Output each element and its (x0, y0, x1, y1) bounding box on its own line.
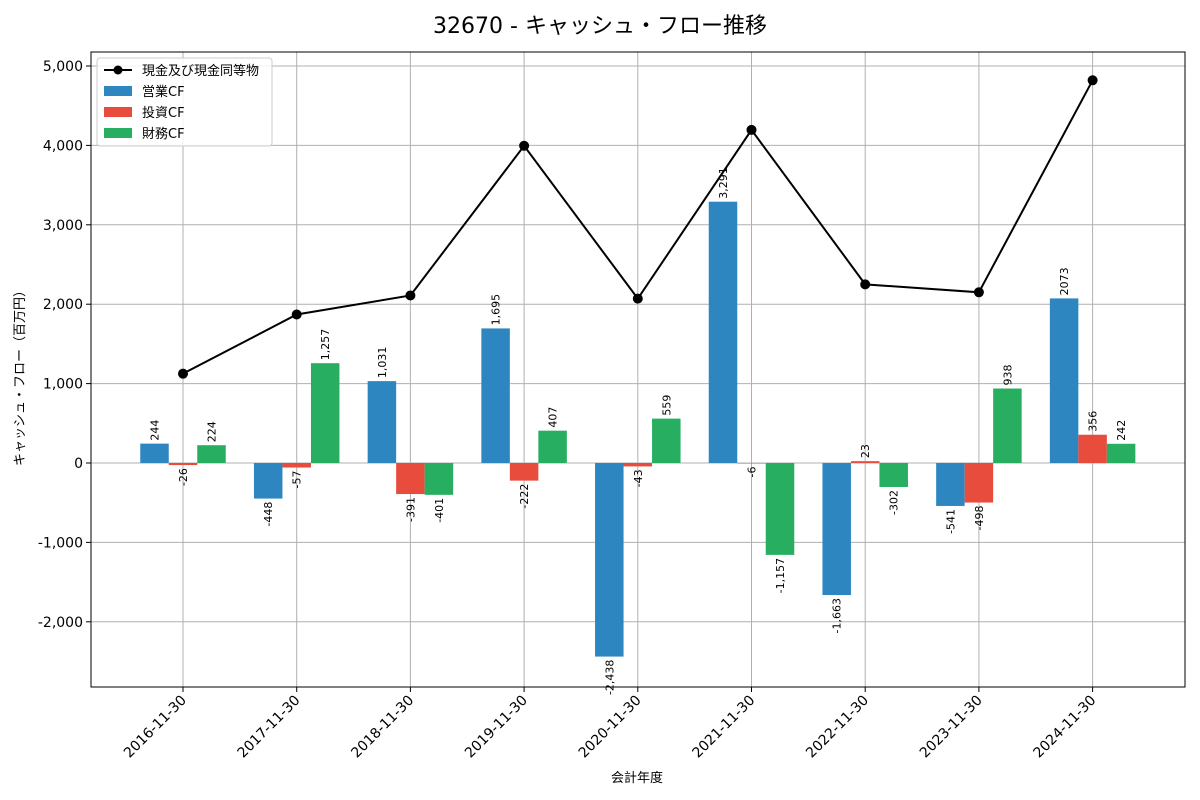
legend-bar-swatch (104, 128, 132, 138)
data-label: -1,157 (774, 558, 787, 593)
bar-財務CF (538, 430, 567, 463)
x-tick-label: 2017-11-30 (235, 693, 304, 762)
bar-財務CF (652, 418, 681, 463)
bar-財務CF (424, 463, 454, 495)
bar-投資CF (850, 461, 880, 463)
data-label: 407 (547, 407, 560, 428)
cash-line-point (973, 287, 984, 298)
cash-line-point (860, 279, 871, 290)
data-label: 244 (149, 420, 162, 441)
bar-投資CF (168, 463, 198, 466)
bar-投資CF (509, 463, 539, 481)
cash-line (178, 75, 1098, 379)
data-label: 224 (206, 421, 219, 442)
data-label: -26 (177, 468, 190, 486)
cash-line-point (746, 124, 757, 135)
data-label: -57 (291, 471, 304, 489)
x-tick-label: 2016-11-30 (121, 693, 190, 762)
x-tick-label: 2022-11-30 (803, 693, 872, 762)
cash-line-point (632, 293, 643, 304)
bar-営業CF (367, 381, 397, 463)
bar-営業CF (822, 463, 851, 596)
bar-財務CF (879, 463, 908, 487)
data-label: 559 (660, 395, 673, 416)
y-tick-label: 0 (74, 456, 83, 472)
bar-財務CF (993, 388, 1022, 463)
bar-投資CF (964, 463, 994, 503)
data-label: -541 (944, 509, 957, 534)
x-tick-label: 2024-11-30 (1031, 693, 1100, 762)
legend-bar-swatch (104, 107, 132, 117)
bar-投資CF (1078, 434, 1107, 463)
cash-line-point (178, 368, 188, 379)
data-label: -1,663 (831, 598, 844, 633)
grid (91, 52, 1185, 687)
y-tick-label: 5,000 (43, 59, 83, 75)
y-tick-label: 4,000 (43, 138, 83, 154)
data-label: 242 (1115, 420, 1128, 441)
x-axis-label: 会計年度 (611, 770, 663, 786)
x-tick-label: 2018-11-30 (348, 693, 417, 762)
legend-entry: 財務CF (142, 127, 185, 142)
bar-営業CF (140, 443, 169, 463)
bar-投資CF (396, 463, 425, 495)
data-label: -43 (632, 469, 645, 487)
legend-bar-swatch (104, 86, 132, 96)
y-tick-label: 3,000 (43, 218, 83, 234)
data-label: 23 (859, 444, 872, 458)
data-label: 938 (1001, 365, 1014, 386)
legend-entry: 営業CF (142, 84, 185, 100)
legend-box (96, 57, 273, 147)
data-label: 3,291 (717, 167, 730, 199)
y-tick-label: -1,000 (38, 535, 83, 551)
data-label: -302 (888, 490, 901, 515)
bar-財務CF (310, 363, 340, 463)
y-tick-label: 2,000 (43, 297, 83, 313)
legend-entry: 投資CF (142, 105, 185, 121)
cash-line-point (405, 290, 416, 301)
y-tick-label: -2,000 (38, 615, 83, 631)
bar-投資CF (282, 463, 311, 468)
y-tick-label: 1,000 (43, 377, 83, 393)
cash-line-point (1087, 75, 1098, 86)
legend-line-marker (113, 65, 123, 75)
data-label: -2,438 (603, 660, 616, 695)
x-tick-label: 2023-11-30 (917, 693, 986, 762)
bar-営業CF (481, 328, 510, 463)
bars (140, 201, 1136, 657)
data-label: 356 (1087, 411, 1100, 432)
y-axis-label: キャッシュ・フロー（百万円） (13, 284, 28, 466)
chart-title: 32670 - キャッシュ・フロー推移 (433, 14, 767, 39)
bar-投資CF (737, 463, 766, 464)
bar-財務CF (1106, 443, 1136, 463)
bar-営業CF (1049, 298, 1079, 463)
data-label: 1,031 (376, 347, 389, 379)
data-label: 1,257 (319, 329, 332, 361)
bar-営業CF (708, 201, 738, 464)
bar-財務CF (765, 463, 795, 555)
data-label: -222 (518, 484, 531, 509)
bar-営業CF (253, 463, 283, 499)
bar-投資CF (623, 463, 653, 467)
data-label: -401 (433, 498, 446, 523)
bar-営業CF (936, 463, 965, 506)
data-label: 2073 (1058, 267, 1071, 295)
legend-entry: 現金及び現金同等物 (142, 63, 259, 79)
data-label: -6 (746, 466, 759, 477)
cash-line-point (291, 309, 302, 320)
bar-財務CF (197, 445, 226, 463)
x-tick-label: 2020-11-30 (576, 693, 645, 762)
data-label: 1,695 (490, 294, 503, 326)
bar-営業CF (595, 463, 624, 657)
data-labels: 244 -448 1,031 1,695 -2,438 3,291 -1,663 -541 20… (149, 167, 1129, 695)
data-label: -391 (404, 497, 417, 522)
data-label: -498 (973, 506, 986, 531)
x-tick-label: 2021-11-30 (689, 693, 758, 762)
x-tick-label: 2019-11-30 (462, 693, 531, 762)
data-label: -448 (262, 502, 275, 527)
cash-line-point (519, 140, 530, 151)
